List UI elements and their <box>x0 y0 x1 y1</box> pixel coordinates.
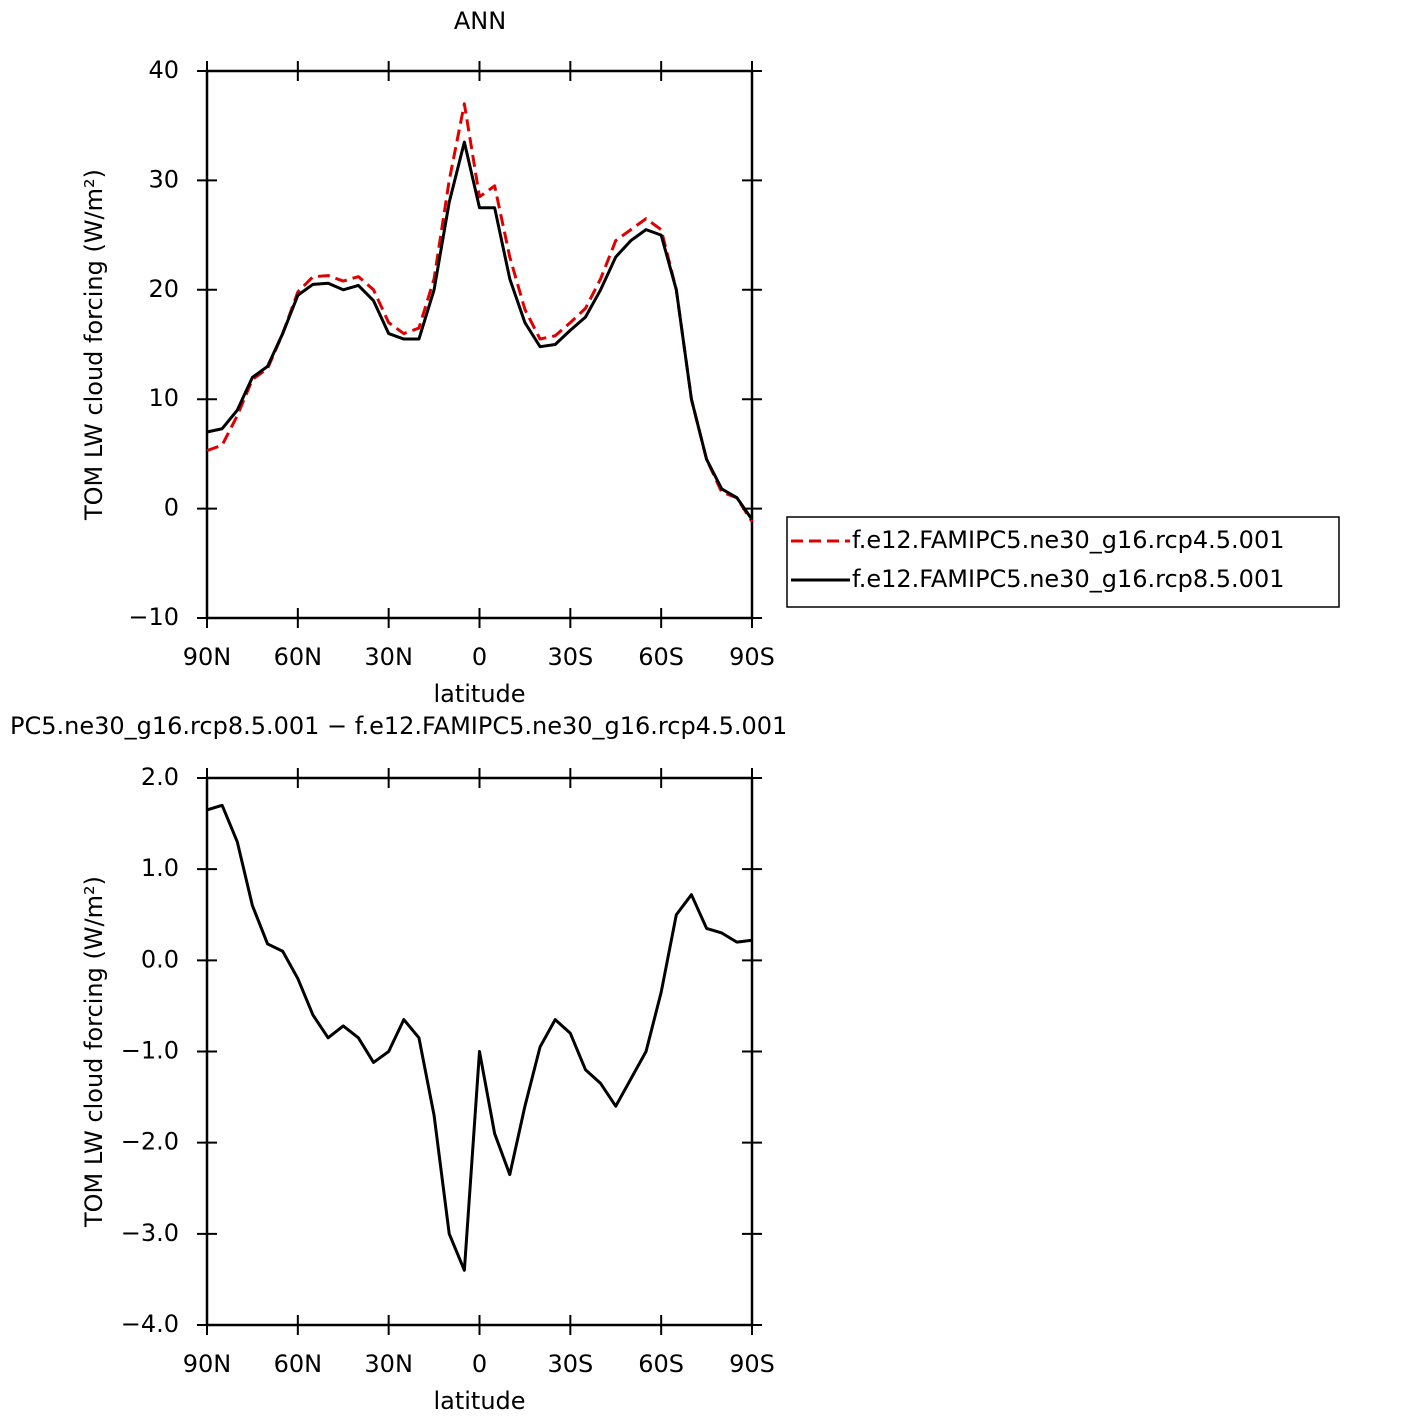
series-line <box>206 140 754 521</box>
y-tick-label: 20 <box>148 275 179 303</box>
x-tick-label: 60S <box>638 1350 684 1378</box>
x-tick-label: 60S <box>638 643 684 671</box>
x-tick-label: 60N <box>274 1350 323 1378</box>
x-tick-label: 90N <box>183 643 232 671</box>
chart-title: PC5.ne30_g16.rcp8.5.001 − f.e12.FAMIPC5.… <box>10 712 787 740</box>
y-tick-label: −4.0 <box>121 1310 179 1338</box>
y-tick-label: 40 <box>148 56 179 84</box>
chart-title: ANN <box>454 7 506 35</box>
x-tick-label: 90S <box>729 1350 775 1378</box>
plot-frame <box>205 69 754 620</box>
x-tick-label: 30N <box>364 1350 413 1378</box>
x-tick-label: 0 <box>472 643 487 671</box>
y-tick-label: 0.0 <box>141 945 179 973</box>
x-tick-label: 30S <box>547 643 593 671</box>
y-axis-label: TOM LW cloud forcing (W/m²) <box>80 169 108 521</box>
legend-label: f.e12.FAMIPC5.ne30_g16.rcp8.5.001 <box>852 565 1285 593</box>
x-tick-label: 30S <box>547 1350 593 1378</box>
x-axis-label: latitude <box>433 680 525 708</box>
legend-label: f.e12.FAMIPC5.ne30_g16.rcp4.5.001 <box>852 526 1285 554</box>
x-tick-label: 60N <box>274 643 323 671</box>
y-tick-label: −2.0 <box>121 1128 179 1156</box>
x-tick-label: 30N <box>364 643 413 671</box>
y-tick-label: 1.0 <box>141 854 179 882</box>
y-tick-label: 30 <box>148 165 179 193</box>
series-line <box>206 102 754 523</box>
x-axis-label: latitude <box>433 1387 525 1415</box>
y-tick-label: 2.0 <box>141 763 179 791</box>
y-tick-label: 10 <box>148 384 179 412</box>
legend-box <box>786 516 1340 608</box>
y-tick-label: −3.0 <box>121 1219 179 1247</box>
y-axis-label: TOM LW cloud forcing (W/m²) <box>80 876 108 1228</box>
y-tick-label: −10 <box>128 603 179 631</box>
x-tick-label: 90S <box>729 643 775 671</box>
series-line <box>206 803 753 1272</box>
y-tick-label: −1.0 <box>121 1037 179 1065</box>
x-tick-label: 90N <box>183 1350 232 1378</box>
x-tick-label: 0 <box>472 1350 487 1378</box>
y-tick-label: 0 <box>164 494 179 522</box>
